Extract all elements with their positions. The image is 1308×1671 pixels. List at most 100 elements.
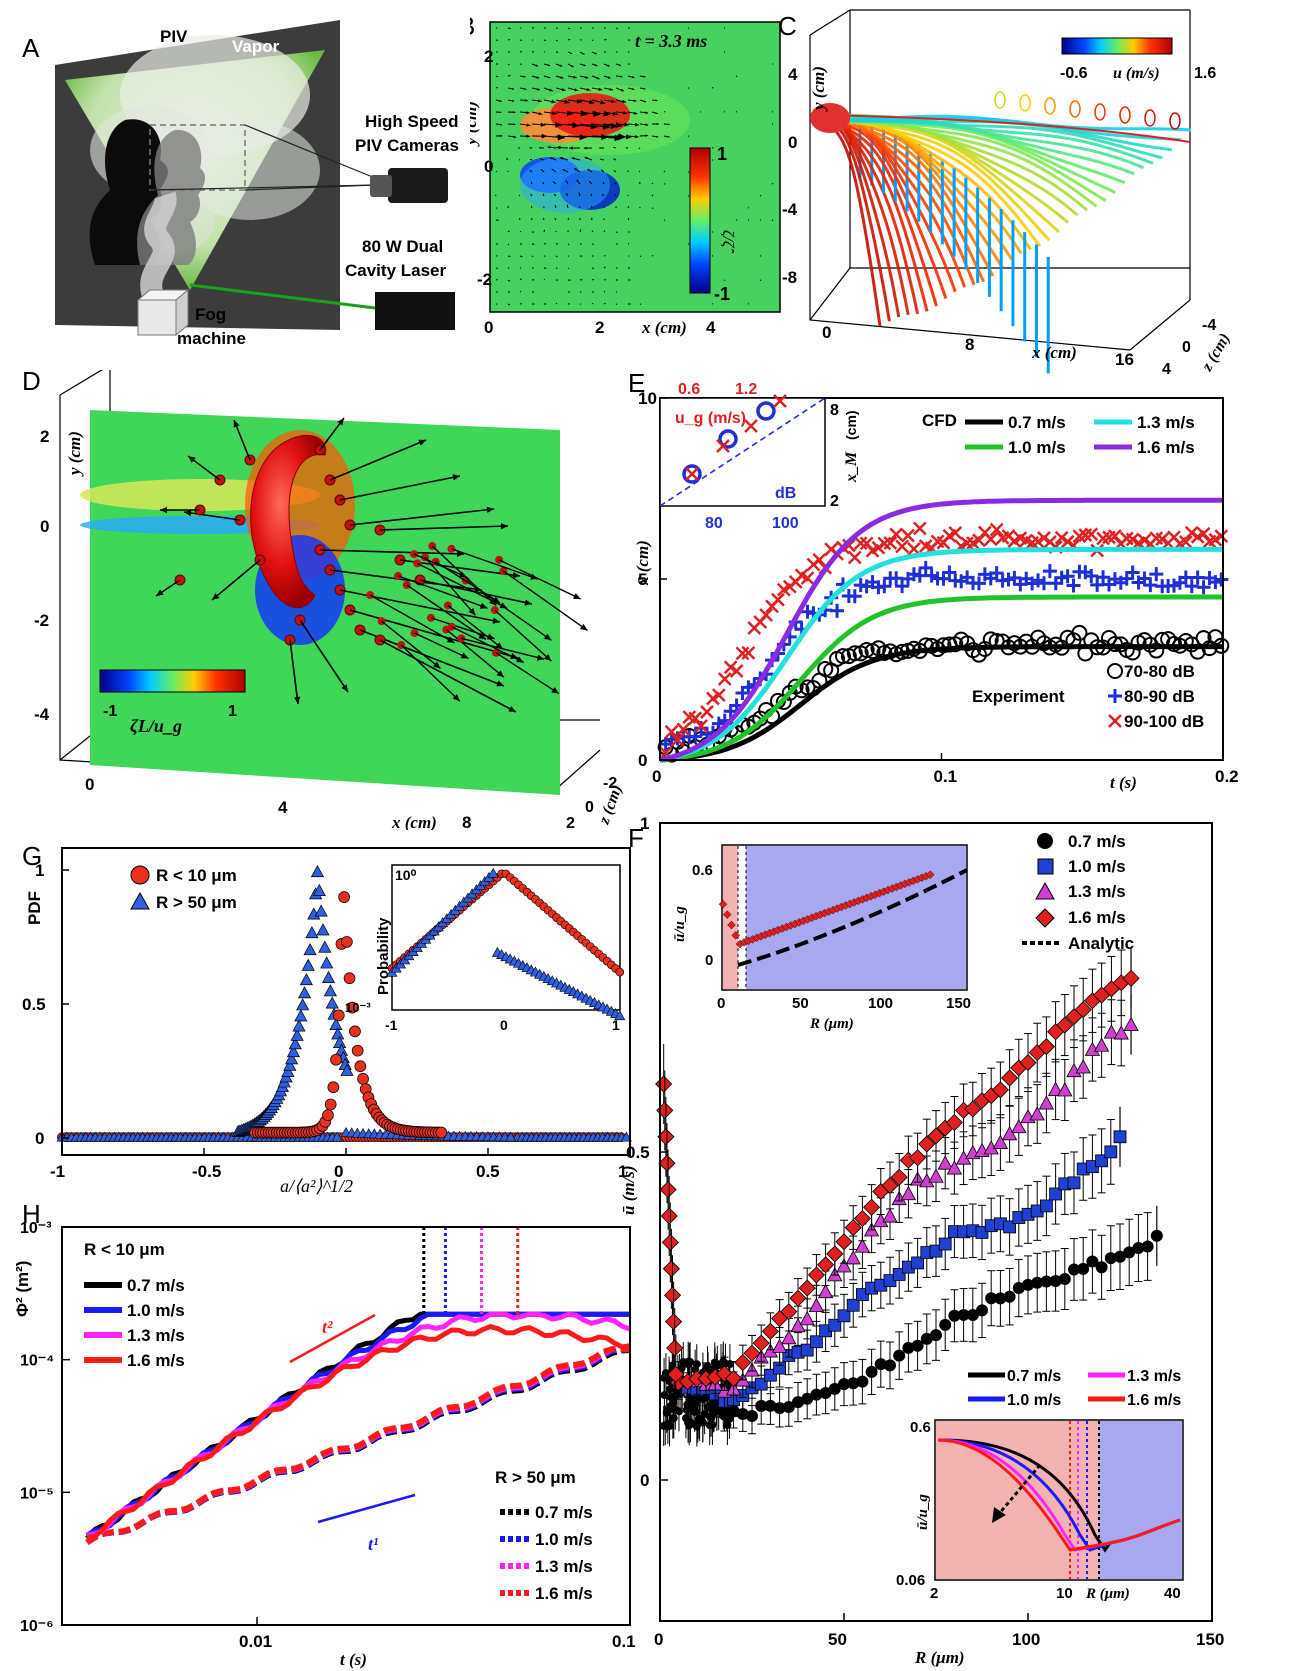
b-colorbar — [689, 147, 711, 294]
b-vector-field — [495, 27, 774, 306]
panel-letter-b: B — [470, 11, 475, 41]
e-inset-right-tick: 2 — [830, 493, 839, 510]
d-particle — [495, 555, 504, 564]
e-legend-label: 0.7 m/s — [1008, 413, 1066, 432]
e-exp-marker — [771, 592, 785, 607]
f-point-07 — [930, 1329, 942, 1342]
b-vector-head — [533, 27, 535, 29]
b-vector-head — [628, 218, 629, 219]
d-velocity-vector-head — [543, 633, 552, 641]
b-vector-head — [643, 75, 646, 78]
f-point-07 — [948, 1309, 961, 1322]
e-exp-marker — [983, 532, 998, 547]
f-point-16 — [863, 1198, 881, 1216]
b-vector-head — [509, 255, 511, 257]
d-velocity-vector — [424, 556, 476, 616]
h-ytick-label: 10⁻³ — [20, 1220, 52, 1237]
f-point-07 — [755, 1399, 768, 1412]
b-vector-head — [521, 51, 522, 52]
b-xtick: 2 — [595, 318, 604, 337]
d-ztick: 2 — [566, 815, 575, 830]
b-vector-head — [499, 123, 503, 126]
e-exp-marker — [989, 566, 1004, 581]
f-point-16 — [844, 1219, 862, 1237]
f-point-16 — [667, 1365, 685, 1383]
d-velocity-vector — [289, 639, 299, 705]
b-vector-head — [554, 218, 556, 219]
f-point-16 — [666, 1339, 684, 1357]
e-inset-bottom-tick: 80 — [705, 515, 723, 532]
f-point — [695, 1416, 704, 1425]
d-velocity-vector — [400, 644, 461, 702]
d-velocity-vector — [379, 525, 509, 531]
f-inset2-ytick: 0.06 — [896, 1572, 925, 1589]
f-point-16 — [991, 1081, 1009, 1099]
b-vector-head — [586, 87, 591, 92]
b-vector-head — [507, 206, 509, 207]
b-vector-head — [566, 193, 568, 195]
b-vector-head — [499, 100, 502, 102]
b-vector-head — [603, 181, 604, 183]
e-exp-marker — [847, 589, 862, 604]
f-point-07 — [1104, 1252, 1117, 1265]
b-ylabel: y (cm) — [470, 101, 480, 147]
e-ylabel: x̄ (cm) — [633, 540, 652, 586]
f-point-07 — [1022, 1278, 1034, 1291]
d-velocity-vector-head — [478, 632, 487, 640]
b-vector-head — [612, 111, 619, 116]
b-vector-head — [538, 111, 543, 116]
d-xlabel: x (cm) — [391, 813, 437, 830]
c-ytick: -4 — [782, 200, 798, 219]
b-ytick: -2 — [477, 270, 492, 289]
g-inset-xtick: 0 — [500, 1017, 508, 1033]
e-cfd-line — [659, 594, 1223, 763]
b-vector-head — [511, 99, 515, 102]
d-velocity-vector-head — [341, 684, 348, 692]
g-point-small — [349, 1025, 361, 1038]
f-point-13 — [900, 1185, 917, 1201]
e-exp-marker — [1036, 576, 1051, 591]
d-velocity-vector — [445, 628, 505, 678]
b-vector-head — [509, 51, 510, 53]
b-vector-head — [570, 52, 573, 54]
f-point-07 — [1132, 1241, 1145, 1254]
f-point-07 — [976, 1304, 988, 1317]
b-vector-head — [523, 75, 526, 78]
g-point-large — [331, 1131, 343, 1142]
c-xtick: 8 — [965, 335, 974, 354]
e-exp-marker — [877, 579, 892, 594]
d-velocity-vector — [233, 419, 251, 461]
b-vector-head — [559, 64, 563, 67]
f-point-10 — [1049, 1187, 1063, 1201]
b-vector-head — [545, 243, 546, 244]
b-vector-head — [539, 147, 541, 149]
h-ticks: 0.01 0.1 10⁻⁶ 10⁻⁵ 10⁻⁴ 10⁻³ — [20, 1220, 636, 1651]
d-velocity-vector-head — [492, 596, 500, 603]
c-loop — [1144, 109, 1156, 127]
d-velocity-vector — [502, 570, 588, 632]
g-inset-xtick: 1 — [612, 1017, 620, 1033]
e-exp-marker — [817, 660, 834, 677]
f-inset1: 0.6 0 ū/u_g 0 50 100 150 R (μm) — [672, 844, 971, 1032]
d-ytick: -4 — [34, 705, 50, 724]
g-inset-ylabel: Probability — [375, 917, 392, 995]
g-legend: R < 10 μm R > 50 μm — [130, 865, 237, 912]
b-vector-head — [559, 157, 563, 160]
b-vector-head — [497, 219, 499, 221]
b-vector-head — [613, 170, 615, 172]
f-point-16 — [665, 1313, 683, 1331]
vortex-ring — [250, 434, 327, 609]
b-vector-head — [587, 169, 590, 171]
c-zlabel: z (cm) — [1198, 330, 1233, 374]
b-vector-head — [542, 182, 544, 184]
b-vector-head — [655, 112, 658, 114]
b-vector-head — [569, 303, 570, 305]
h-legend-label: 0.7 m/s — [535, 1503, 593, 1522]
f-point-07 — [1058, 1272, 1071, 1285]
e-xtick-label: 0.2 — [1215, 767, 1239, 786]
b-vector-head — [635, 122, 640, 127]
e-exp-marker — [1084, 568, 1099, 583]
panel-f: F 0.7 m/s 1.0 m/s 1.3 m/s 1.6 m/s Analyt… — [620, 815, 1224, 1667]
b-vector-head — [581, 255, 583, 257]
f-point-16 — [1074, 1001, 1092, 1019]
